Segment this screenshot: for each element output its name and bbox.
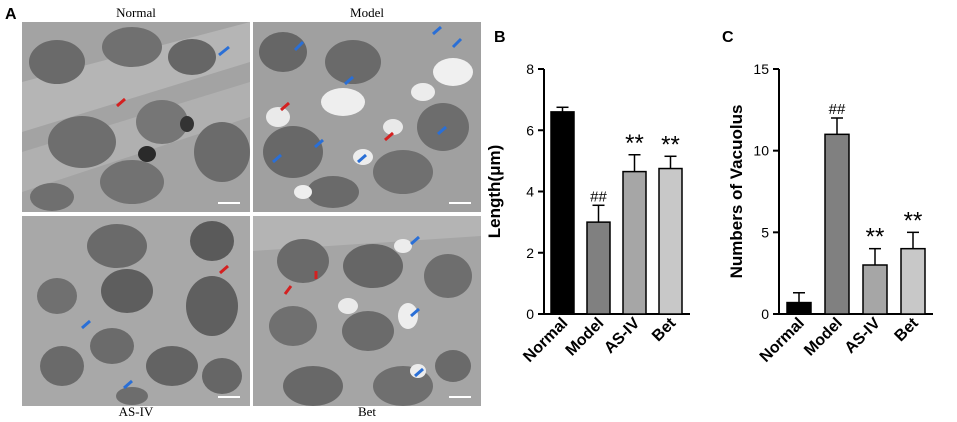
significance-mark: ## xyxy=(590,188,607,205)
micrograph-as-iv xyxy=(22,216,250,406)
panel-letter-a: A xyxy=(5,6,17,23)
x-tick-label: Bet xyxy=(892,314,923,345)
x-tick-label: Normal xyxy=(757,315,808,366)
x-tick-label: Bet xyxy=(649,314,680,345)
x-tick-label: Model xyxy=(801,315,846,360)
bar-normal xyxy=(786,301,812,315)
micrograph-label-model: Model xyxy=(350,5,384,20)
y-tick-label: 4 xyxy=(526,184,534,200)
panel-letter-b: B xyxy=(494,29,506,46)
significance-mark: ** xyxy=(661,131,680,158)
significance-mark: ** xyxy=(625,130,644,157)
micrograph-label-as-iv: AS-IV xyxy=(118,404,154,419)
significance-mark: ** xyxy=(866,224,885,251)
x-tick-label: AS-IV xyxy=(842,315,884,357)
micrograph-bet xyxy=(253,216,481,406)
x-tick-label: Model xyxy=(563,315,608,360)
y-tick-label: 5 xyxy=(761,224,769,240)
chart-c: C 0 5 10 15 Numbers of Vacuolus Normal ## Model *… xyxy=(722,29,933,366)
x-tick-label: Normal xyxy=(520,315,571,366)
y-tick-label: 6 xyxy=(526,122,534,138)
bar-normal xyxy=(550,111,575,315)
bar-as-iv xyxy=(862,264,888,315)
y-tick-label: 8 xyxy=(526,61,534,77)
y-axis-label: Numbers of Vacuolus xyxy=(727,105,746,279)
y-tick-label: 0 xyxy=(526,306,534,322)
micrograph-normal xyxy=(22,22,250,212)
significance-mark: ** xyxy=(904,207,923,234)
bar-bet xyxy=(658,167,683,315)
bar-bet xyxy=(900,247,926,315)
micrograph-model xyxy=(253,22,481,212)
y-tick-label: 15 xyxy=(753,61,769,77)
y-axis-label: Length(μm) xyxy=(485,145,504,239)
bar-model xyxy=(586,221,611,315)
y-tick-label: 2 xyxy=(526,245,534,261)
panel-letter-c: C xyxy=(722,29,734,46)
y-tick-label: 10 xyxy=(753,143,769,159)
x-tick-label: AS-IV xyxy=(601,315,643,357)
y-tick-label: 0 xyxy=(761,306,769,322)
chart-b: B 0 2 4 6 8 Length(μm) Normal ## Model ** AS-IV ** Be… xyxy=(485,29,690,366)
bar-as-iv xyxy=(622,170,647,315)
micrograph-label-normal: Normal xyxy=(116,5,156,20)
significance-mark: ## xyxy=(829,101,846,118)
micrograph-label-bet: Bet xyxy=(357,404,377,419)
bar-model xyxy=(824,133,850,315)
